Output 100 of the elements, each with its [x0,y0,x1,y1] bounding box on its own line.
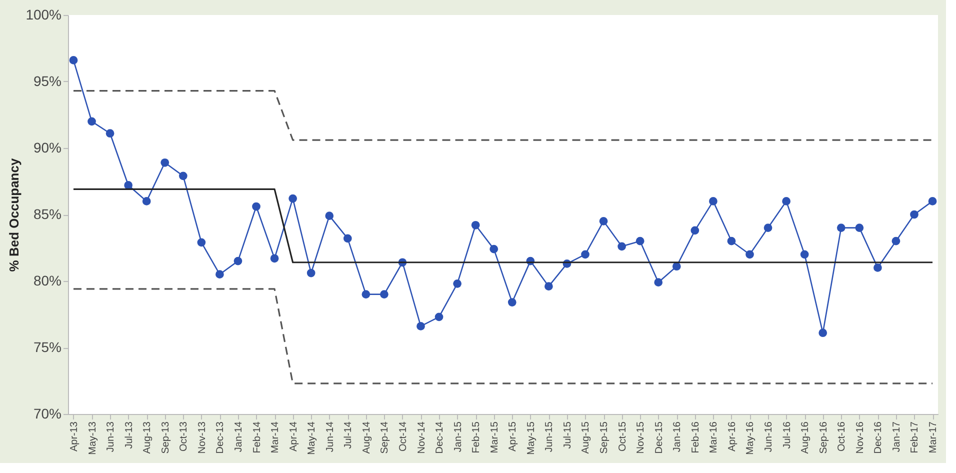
point [727,236,736,246]
y-tick-label: 70% [33,406,62,422]
x-tick-label: May-16 [745,421,756,455]
point [654,278,663,287]
point [672,262,681,271]
x-tick-label: Jun-16 [764,421,775,452]
x-tick-label: Oct-14 [398,421,409,452]
x-tick-label: Mar-17 [928,421,940,454]
point [380,290,388,298]
x-tick-label: Aug-15 [580,421,592,454]
point [892,236,900,246]
point [544,282,553,290]
point [709,197,718,206]
x-tick-label: Oct-13 [178,421,190,452]
point [636,236,644,246]
x-tick-label: Feb-15 [471,421,482,454]
point [818,328,828,338]
x-tick-label: Jun-14 [324,421,336,452]
point [362,290,370,298]
x-tick-label: Jun-13 [106,421,117,452]
point [599,216,608,226]
x-tick-label: Jan-16 [672,421,684,452]
y-tick-label: 80% [33,272,62,288]
point [234,256,242,266]
x-tick-label: Nov-13 [196,421,208,454]
x-tick-label: Apr-14 [288,421,300,452]
x-tick-label: Feb-16 [690,421,702,454]
x-tick-label: Sep-14 [380,421,391,454]
point [343,234,352,243]
point [928,197,937,206]
x-tick-label: May-13 [87,421,98,455]
x-tick-label: Jan-14 [233,421,244,452]
point [325,212,334,220]
point [270,254,279,263]
point [160,158,170,167]
x-tick-label: Jun-15 [544,421,556,452]
point [855,224,864,232]
y-tick-label: 95% [33,73,62,89]
x-tick-label: Mar-14 [270,421,282,454]
point [106,129,114,138]
x-tick-label: Nov-16 [854,421,866,454]
point [252,202,260,211]
x-tick-label: Aug-14 [361,421,372,454]
x-tick-label: Dec-16 [873,421,884,454]
point [197,238,206,247]
x-tick-label: Sep-15 [599,421,610,454]
point [142,197,151,206]
x-tick-label: Apr-13 [68,421,80,452]
point [124,181,132,190]
x-tick-label: Oct-16 [836,421,848,452]
x-tick-label: Dec-14 [434,421,446,454]
y-axis-title: % Bed Occupancy [6,158,22,272]
point [178,172,188,180]
point [581,250,590,259]
point [874,264,882,272]
x-tick-label: Nov-15 [636,421,647,454]
x-tick-label: Mar-15 [489,421,500,454]
x-tick-label: Aug-13 [142,421,154,454]
x-tick-label: Sep-13 [160,421,172,454]
point [618,242,626,251]
x-tick-label: Jul-14 [343,421,354,449]
point [416,322,425,330]
point [216,270,224,279]
y-tick-label: 90% [33,140,62,156]
point [910,210,918,219]
point [434,312,444,322]
x-tick-label: Aug-16 [800,421,812,454]
x-tick-label: Mar-16 [708,421,720,454]
point [69,56,78,64]
point [800,250,809,259]
x-tick-label: Nov-14 [416,421,428,454]
x-tick-label: May-15 [526,421,537,455]
x-tick-label: Feb-14 [252,421,263,454]
x-tick-label: Feb-17 [910,421,921,454]
point [508,298,516,306]
point [836,224,846,232]
x-tick-label: Sep-16 [818,421,830,454]
point [88,117,96,126]
point [746,250,754,259]
x-tick-label: Jul-15 [562,421,574,449]
point [306,268,316,278]
x-tick-label: Jan-17 [891,421,902,452]
y-tick-label: 75% [33,339,62,355]
point [453,279,462,288]
y-tick-label: 85% [33,206,62,222]
point [471,220,480,230]
x-tick-label: Jan-15 [452,421,464,452]
x-tick-label: May-14 [306,421,318,455]
point [288,194,297,203]
x-tick-label: Jul-13 [124,421,135,449]
point [782,197,790,206]
y-tick-label: 100% [26,6,62,22]
x-tick-label: Jul-16 [782,421,793,449]
x-tick-label: Oct-15 [617,421,628,452]
x-tick-label: Apr-15 [508,421,519,452]
x-tick-label: Dec-13 [215,421,226,454]
x-tick-label: Apr-16 [726,421,738,452]
point [764,224,772,232]
point [690,226,700,235]
point [490,244,498,254]
